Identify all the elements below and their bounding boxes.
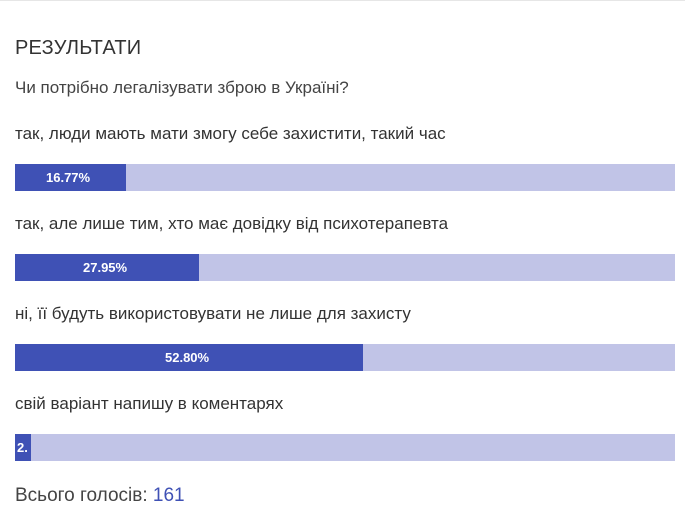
total-votes-label: Всього голосів: <box>15 485 148 506</box>
result-bar-fill: 2. <box>15 434 32 461</box>
result-percent: 27.95% <box>83 260 128 275</box>
poll-option: свій варіант напишу в коментарях 2. <box>15 394 675 461</box>
results-heading: РЕЗУЛЬТАТИ <box>15 37 142 59</box>
result-bar-fill: 16.77% <box>15 164 126 191</box>
result-bar: 52.80% <box>15 344 675 371</box>
option-label: так, але лише тим, хто має довідку від п… <box>15 214 449 233</box>
result-percent: 16.77% <box>46 170 91 185</box>
result-bar-fill: 52.80% <box>15 344 364 371</box>
total-votes-count: 161 <box>152 485 185 506</box>
option-label: ні, її будуть використовувати не лише дл… <box>15 304 411 323</box>
poll-option: ні, її будуть використовувати не лише дл… <box>15 304 675 371</box>
total-votes: Всього голосів: 161 <box>15 485 185 507</box>
poll-question: Чи потрібно легалізувати зброю в Україні… <box>15 78 349 97</box>
result-percent: 2. <box>17 440 28 455</box>
result-bar: 16.77% <box>15 164 675 191</box>
result-bar: 2. <box>15 434 675 461</box>
option-label: так, люди мають мати змогу себе захистит… <box>15 124 446 143</box>
result-bar-fill: 27.95% <box>15 254 200 281</box>
option-label: свій варіант напишу в коментарях <box>15 394 284 413</box>
poll-option: так, але лише тим, хто має довідку від п… <box>15 214 675 281</box>
poll-option: так, люди мають мати змогу себе захистит… <box>15 124 675 191</box>
result-percent: 52.80% <box>165 350 210 365</box>
result-bar: 27.95% <box>15 254 675 281</box>
